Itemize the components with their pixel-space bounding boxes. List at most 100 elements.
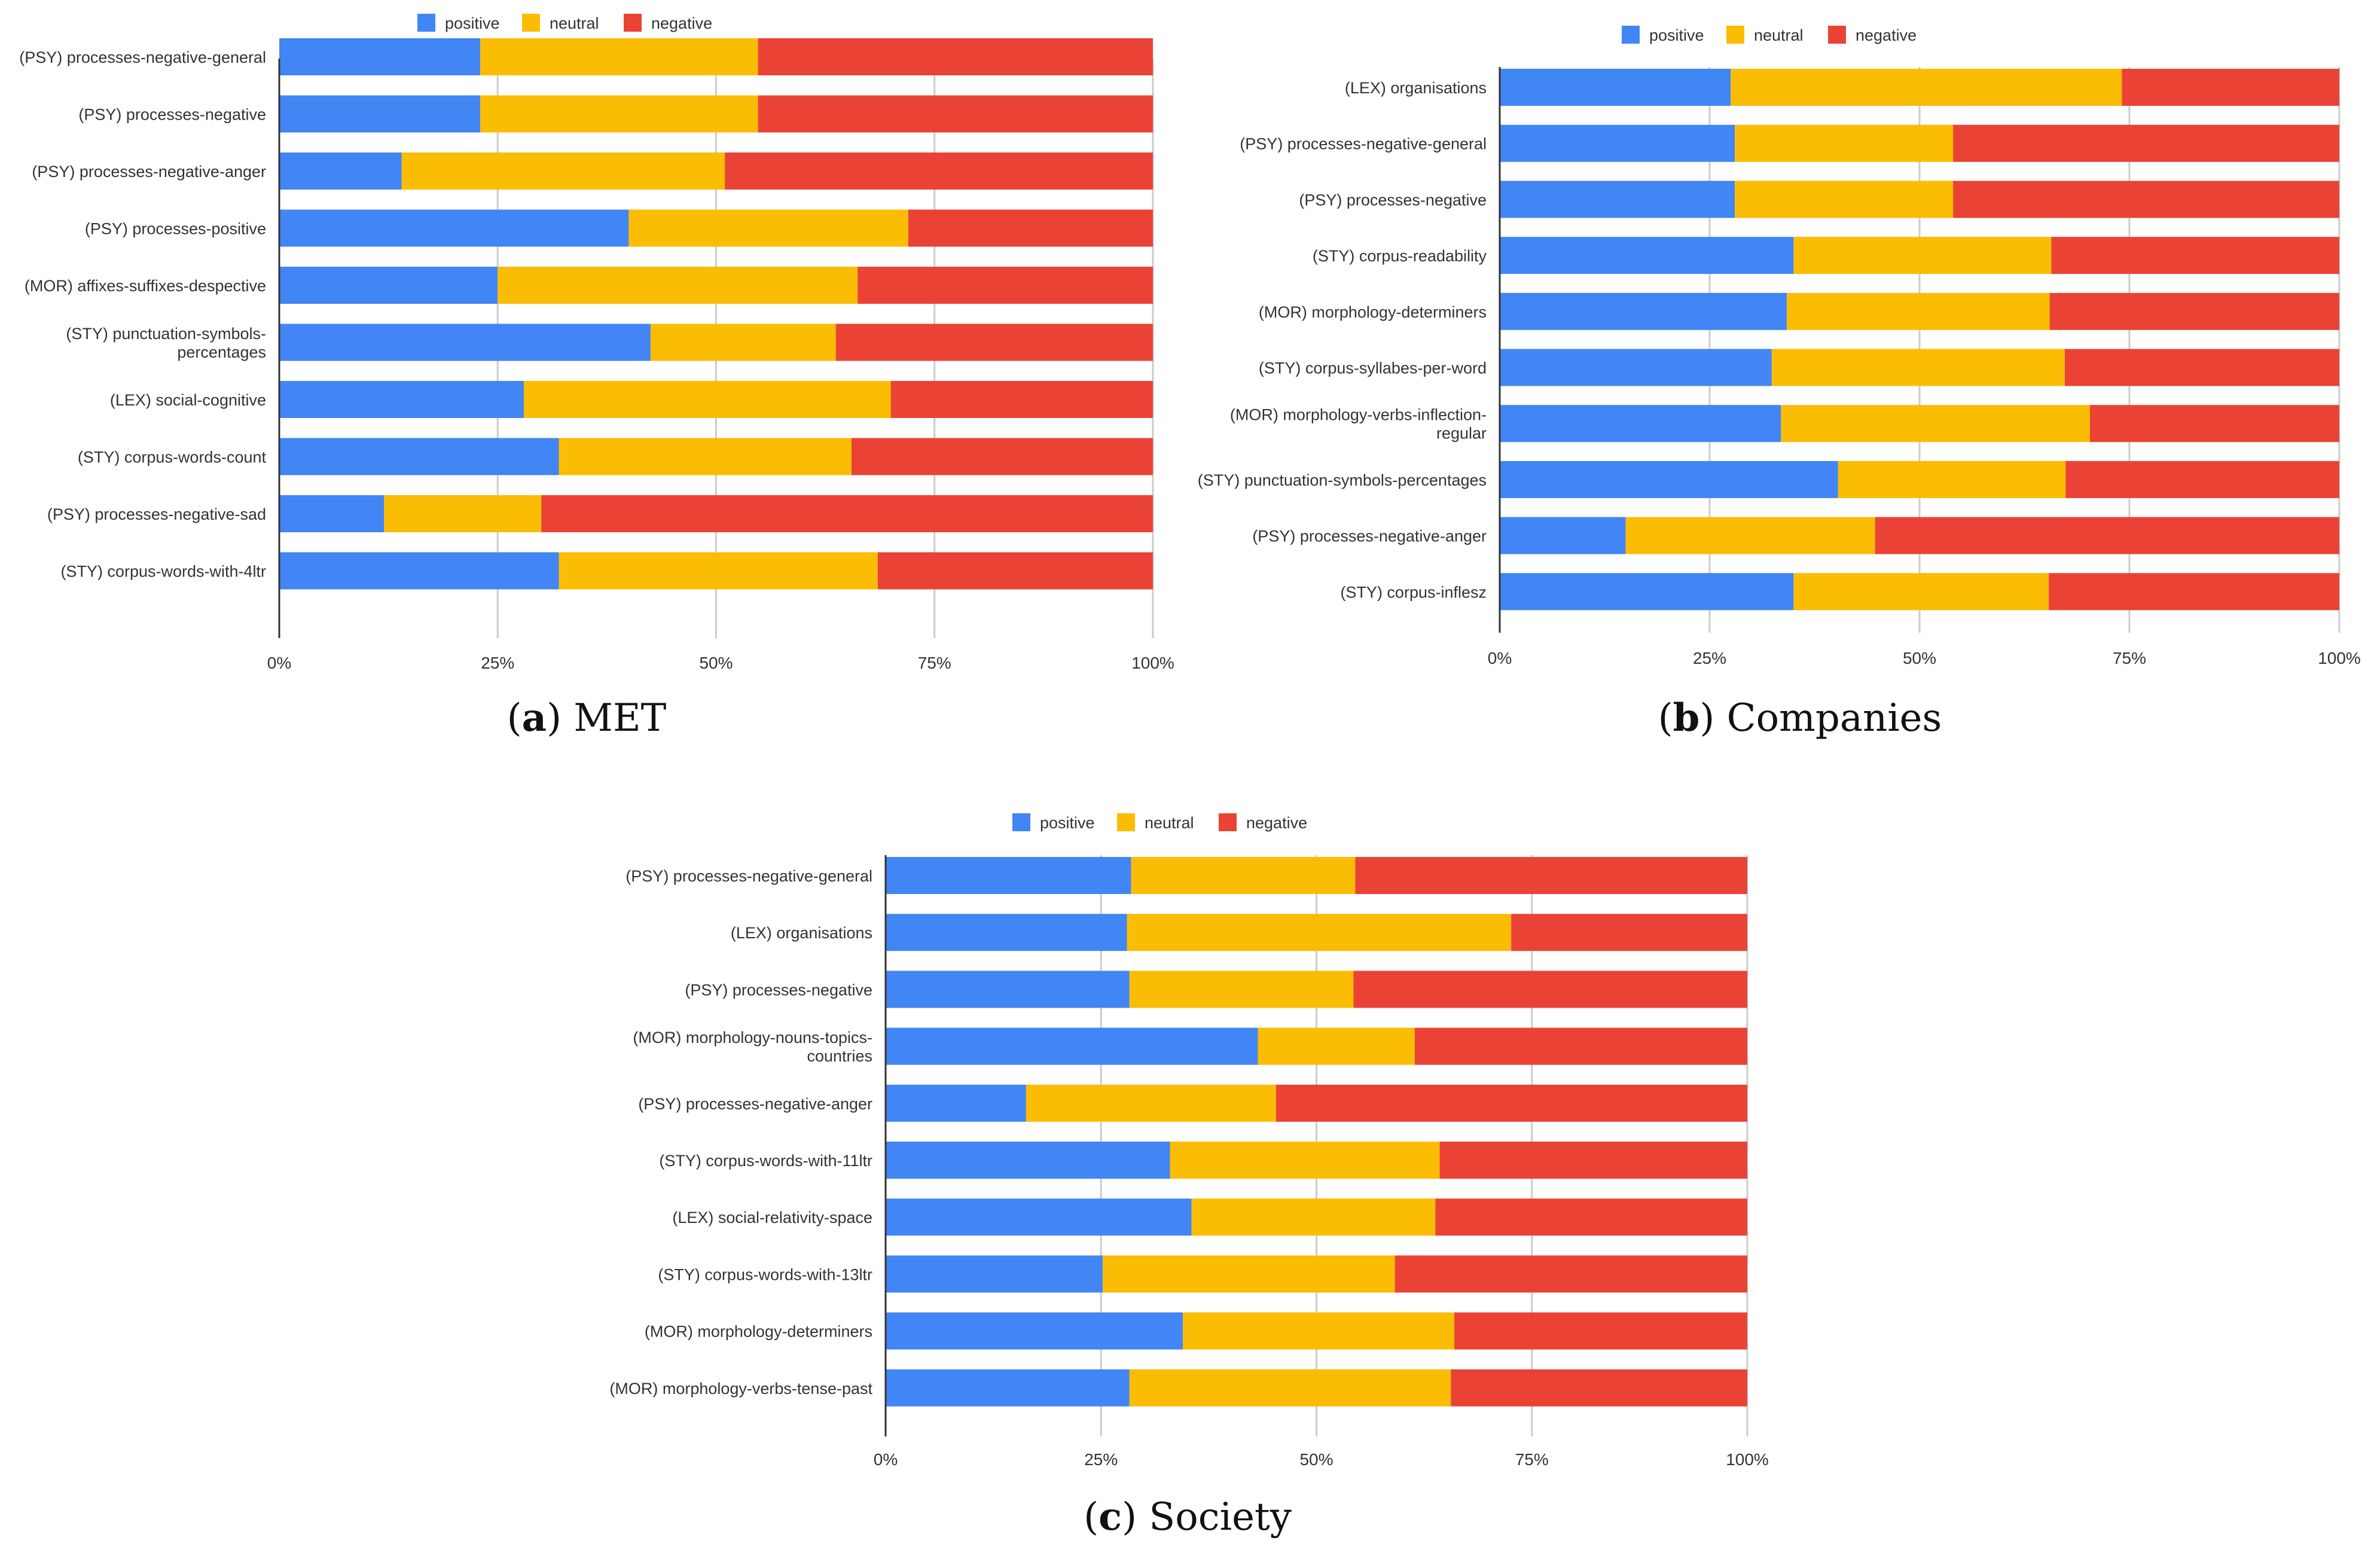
legend-label-neutral: neutral xyxy=(1754,26,1804,44)
bar-positive xyxy=(279,381,524,418)
bar-negative xyxy=(1875,517,2339,554)
bar-negative xyxy=(2064,349,2339,386)
caption: (c) Society xyxy=(1084,1494,1292,1539)
bar-neutral xyxy=(1735,124,1954,162)
x-tick-label: 100% xyxy=(2318,649,2361,667)
category-label: (MOR) morphology-determiners xyxy=(1259,303,1487,321)
bar-neutral xyxy=(1258,1027,1415,1065)
x-tick-label: 25% xyxy=(1693,649,1726,667)
bar-negative xyxy=(858,267,1153,304)
bar-positive xyxy=(279,495,385,532)
legend-label-neutral: neutral xyxy=(550,14,599,32)
bar-negative xyxy=(2090,405,2339,443)
bar-neutral xyxy=(480,38,758,75)
bar-positive xyxy=(886,1084,1026,1122)
bar-positive xyxy=(279,38,481,75)
bar-positive xyxy=(886,1198,1192,1236)
bar-neutral xyxy=(1793,237,2052,274)
bar-positive xyxy=(1500,292,1787,330)
bar-negative xyxy=(1511,914,1747,951)
caption-letter: a xyxy=(522,695,547,740)
x-tick-label: 75% xyxy=(1515,1450,1549,1469)
category-label: (LEX) organisations xyxy=(1345,79,1487,97)
bar-positive xyxy=(1500,517,1626,554)
x-tick-label: 25% xyxy=(1084,1450,1118,1469)
category-label: (LEX) social-cognitive xyxy=(110,391,266,409)
category-label: (PSY) processes-negative-sad xyxy=(47,505,266,523)
category-label: (MOR) affixes-suffixes-despective xyxy=(25,277,266,295)
legend-swatch-neutral xyxy=(1726,26,1744,44)
bar-positive xyxy=(886,1027,1258,1065)
bar-positive xyxy=(1500,460,1838,498)
category-label: (STY) corpus-inflesz xyxy=(1340,583,1487,601)
category-label: (LEX) social-relativity-space xyxy=(672,1209,872,1227)
bar-positive xyxy=(1500,124,1735,162)
caption: (a) MET xyxy=(507,695,667,740)
bar-positive xyxy=(279,152,402,190)
x-tick-label: 50% xyxy=(1299,1450,1333,1469)
legend-label-neutral: neutral xyxy=(1145,814,1194,832)
bar-negative xyxy=(758,38,1153,75)
category-label: (PSY) processes-negative xyxy=(1299,191,1487,209)
category-label: (MOR) morphology-verbs-inflection- xyxy=(1230,406,1487,424)
legend-label-negative: negative xyxy=(1856,26,1917,44)
bar-negative xyxy=(1451,1369,1747,1407)
bar-neutral xyxy=(1103,1255,1395,1293)
bar-positive xyxy=(1500,69,1731,106)
bar-negative xyxy=(2051,237,2339,274)
bar-neutral xyxy=(524,381,891,418)
legend-label-negative: negative xyxy=(651,14,712,32)
legend-swatch-neutral xyxy=(522,14,540,32)
bar-positive xyxy=(279,209,629,247)
chart-a: 0% 25% 50% 75% 100% (PSY) processes-negative-… xyxy=(19,14,1174,740)
bar-negative xyxy=(835,324,1153,361)
bar-neutral xyxy=(1183,1312,1455,1350)
bar-negative xyxy=(851,438,1153,475)
category-label: (STY) corpus-words-with-11ltr xyxy=(659,1152,872,1170)
bar-neutral xyxy=(1191,1198,1436,1236)
bar-neutral xyxy=(1787,292,2050,330)
bar-positive xyxy=(886,1142,1170,1179)
legend-swatch-negative xyxy=(624,14,642,32)
x-tick-label: 0% xyxy=(1488,649,1512,667)
category-label: (LEX) organisations xyxy=(731,924,872,942)
category-label: (PSY) processes-negative-general xyxy=(625,867,872,885)
legend-swatch-negative xyxy=(1219,813,1237,831)
bar-negative xyxy=(1353,971,1747,1008)
bar-negative xyxy=(1355,857,1747,894)
category-label: (STY) corpus-words-count xyxy=(78,449,267,466)
bar-positive xyxy=(279,552,559,590)
category-label: percentages xyxy=(177,343,266,361)
category-label: regular xyxy=(1436,425,1487,443)
legend-swatch-positive xyxy=(417,14,435,32)
bar-negative xyxy=(1439,1142,1747,1179)
bar-positive xyxy=(1500,349,1772,386)
category-label: (PSY) processes-negative-anger xyxy=(1252,527,1487,545)
bar-positive xyxy=(1500,237,1794,274)
x-tick-label: 100% xyxy=(1131,654,1174,672)
category-label: (PSY) processes-negative-anger xyxy=(638,1095,872,1113)
bar-neutral xyxy=(1127,914,1512,951)
bar-neutral xyxy=(1129,1369,1451,1407)
bar-positive xyxy=(886,857,1131,894)
bar-negative xyxy=(2049,573,2339,611)
bar-positive xyxy=(1500,573,1794,611)
bar-positive xyxy=(1500,181,1735,218)
bar-neutral xyxy=(1781,405,2091,443)
bar-neutral xyxy=(1735,181,1954,218)
bar-negative xyxy=(1953,124,2339,162)
bar-positive xyxy=(1500,405,1781,443)
bar-neutral xyxy=(559,552,878,590)
bar-neutral xyxy=(1625,517,1875,554)
caption-title: Companies xyxy=(1727,696,1942,740)
legend-label-negative: negative xyxy=(1246,814,1307,832)
category-label: (PSY) processes-negative xyxy=(78,106,266,124)
bar-neutral xyxy=(1131,857,1356,894)
category-label: (STY) corpus-syllabes-per-word xyxy=(1259,359,1487,377)
x-tick-label: 0% xyxy=(874,1450,898,1469)
bar-positive xyxy=(886,1255,1103,1293)
category-label: (PSY) processes-negative xyxy=(685,981,872,999)
legend-swatch-negative xyxy=(1828,26,1846,44)
bar-neutral xyxy=(384,495,542,532)
